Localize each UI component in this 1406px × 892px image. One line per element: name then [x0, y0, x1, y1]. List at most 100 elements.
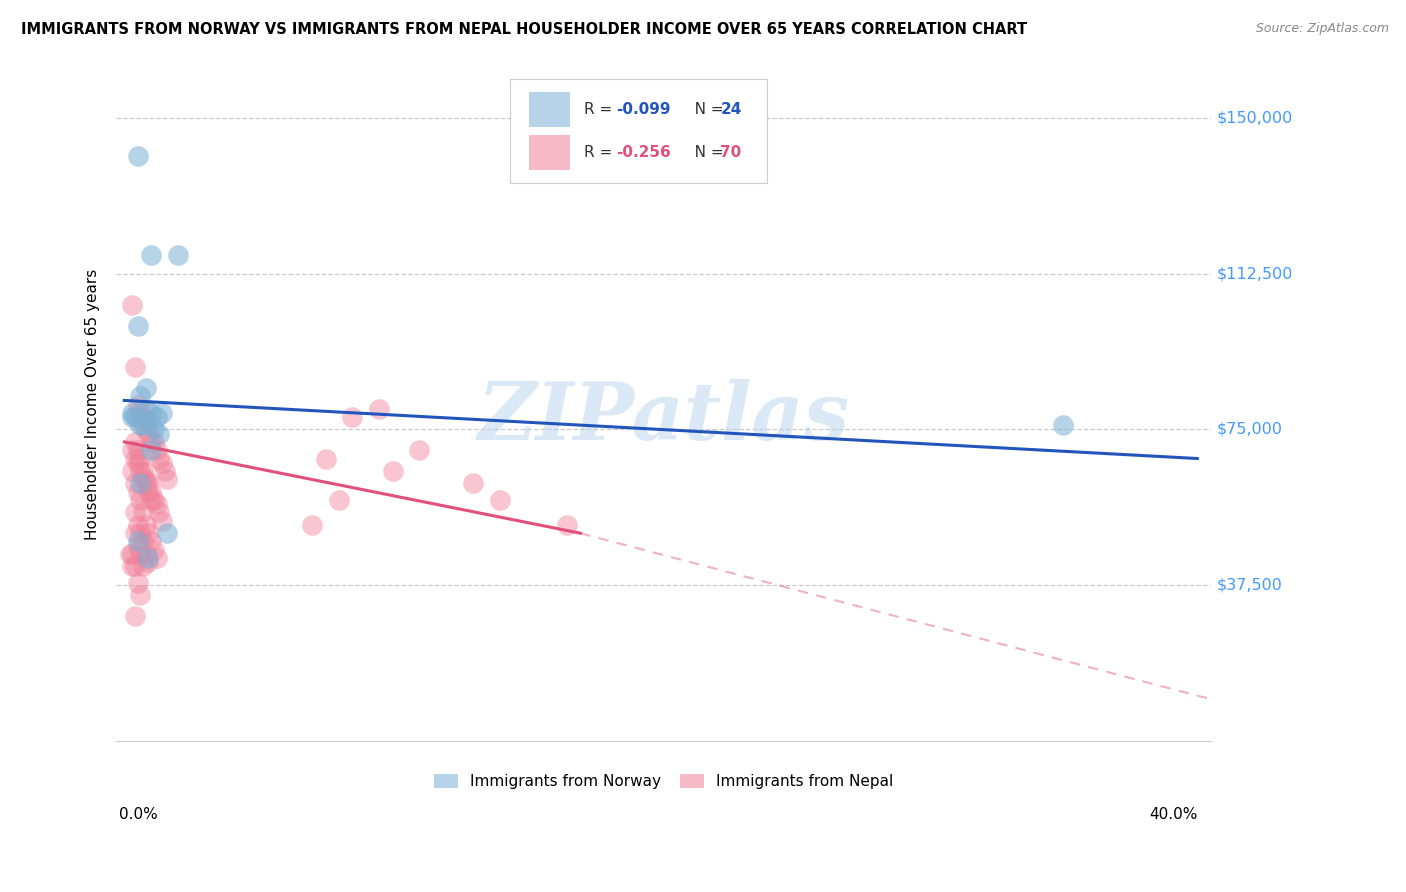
Point: [150, 514, 173, 528]
Point: [138, 555, 160, 569]
Point: [342, 410, 364, 425]
Point: [153, 464, 176, 478]
Point: [142, 493, 165, 508]
Text: $75,000: $75,000: [1216, 422, 1282, 437]
Legend: Immigrants from Norway, Immigrants from Nepal: Immigrants from Norway, Immigrants from …: [426, 766, 901, 797]
Point: [124, 434, 146, 449]
Point: [138, 426, 160, 441]
Point: [127, 443, 149, 458]
Text: R =: R =: [583, 102, 617, 117]
Point: [315, 451, 337, 466]
Text: -0.099: -0.099: [616, 102, 671, 117]
Point: [408, 443, 430, 458]
Point: [132, 505, 155, 519]
Text: 70: 70: [720, 145, 742, 160]
Point: [129, 526, 152, 541]
Point: [124, 559, 146, 574]
Point: [132, 472, 155, 486]
FancyBboxPatch shape: [510, 78, 768, 183]
Point: [127, 318, 149, 333]
Point: [127, 534, 149, 549]
Point: [127, 576, 149, 591]
Point: [121, 406, 143, 420]
Text: $150,000: $150,000: [1216, 111, 1292, 126]
Point: [127, 539, 149, 553]
Text: ZIPatlas: ZIPatlas: [478, 379, 849, 457]
Point: [124, 451, 146, 466]
Text: R =: R =: [583, 145, 617, 160]
Point: [135, 422, 157, 436]
Point: [301, 517, 323, 532]
Point: [156, 472, 179, 486]
Point: [138, 476, 160, 491]
Point: [127, 484, 149, 499]
Point: [121, 410, 143, 425]
Text: -0.256: -0.256: [616, 145, 671, 160]
Text: $112,500: $112,500: [1216, 267, 1292, 281]
Text: IMMIGRANTS FROM NORWAY VS IMMIGRANTS FROM NEPAL HOUSEHOLDER INCOME OVER 65 YEARS: IMMIGRANTS FROM NORWAY VS IMMIGRANTS FRO…: [21, 22, 1028, 37]
Point: [1052, 418, 1074, 433]
Point: [135, 472, 157, 486]
Point: [138, 551, 160, 566]
Point: [127, 456, 149, 470]
Point: [132, 418, 155, 433]
Point: [135, 401, 157, 416]
Point: [148, 451, 170, 466]
Point: [145, 410, 167, 425]
Point: [129, 464, 152, 478]
FancyBboxPatch shape: [529, 92, 571, 127]
Point: [132, 559, 155, 574]
Point: [141, 493, 163, 508]
Point: [135, 381, 157, 395]
Text: 40.0%: 40.0%: [1149, 807, 1198, 822]
Point: [132, 410, 155, 425]
Point: [121, 464, 143, 478]
Point: [129, 389, 152, 403]
Point: [135, 476, 157, 491]
Point: [124, 476, 146, 491]
Point: [141, 248, 163, 262]
Text: 0.0%: 0.0%: [120, 807, 157, 822]
Point: [148, 426, 170, 441]
Point: [142, 434, 165, 449]
Point: [141, 484, 163, 499]
Point: [145, 497, 167, 511]
Point: [141, 443, 163, 458]
Text: $37,500: $37,500: [1216, 577, 1282, 592]
Point: [142, 422, 165, 436]
Point: [489, 493, 512, 508]
Point: [129, 476, 152, 491]
Point: [135, 547, 157, 561]
Point: [141, 406, 163, 420]
Point: [555, 517, 578, 532]
Point: [381, 464, 404, 478]
Point: [129, 451, 152, 466]
Point: [124, 505, 146, 519]
Point: [167, 248, 190, 262]
Point: [138, 414, 160, 428]
Point: [124, 410, 146, 425]
Point: [145, 443, 167, 458]
Point: [368, 401, 391, 416]
Point: [118, 547, 141, 561]
FancyBboxPatch shape: [529, 135, 571, 169]
Point: [129, 418, 152, 433]
Point: [129, 493, 152, 508]
Y-axis label: Householder Income Over 65 years: Householder Income Over 65 years: [86, 269, 100, 541]
Point: [129, 547, 152, 561]
Point: [150, 456, 173, 470]
Point: [121, 559, 143, 574]
Point: [145, 551, 167, 566]
Point: [461, 476, 484, 491]
Point: [121, 547, 143, 561]
Point: [129, 589, 152, 603]
Point: [156, 526, 179, 541]
Point: [132, 534, 155, 549]
Point: [129, 406, 152, 420]
Point: [132, 464, 155, 478]
Point: [141, 534, 163, 549]
Point: [127, 148, 149, 162]
Point: [135, 517, 157, 532]
Point: [124, 526, 146, 541]
Text: N =: N =: [681, 145, 728, 160]
